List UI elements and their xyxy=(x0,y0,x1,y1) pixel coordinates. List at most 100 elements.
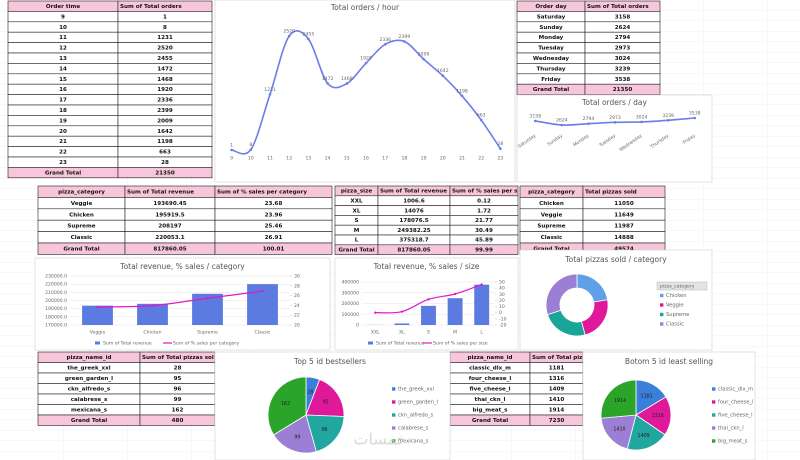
y-tick-label: 170000.0 xyxy=(45,323,67,329)
cell-text: 195919.5 xyxy=(155,212,184,218)
cell-text: 14888 xyxy=(614,235,634,241)
cell-text: 13 xyxy=(59,56,67,62)
data-label: 2009 xyxy=(418,52,430,58)
y-tick-label: 200000.0 xyxy=(45,298,67,304)
legend-swatch xyxy=(712,387,716,391)
cell-text: 21350 xyxy=(155,170,175,176)
legend-label: big_meat_s xyxy=(718,439,748,445)
y-tick-label: 0 xyxy=(356,323,359,329)
slice xyxy=(600,379,637,419)
cell-text: five_cheese_l xyxy=(469,387,510,393)
column-header: Sum of % sales per size xyxy=(452,189,527,195)
chart-title: Total revenue, % sales / size xyxy=(373,262,480,271)
cell-text: 26.91 xyxy=(265,235,283,241)
legend-label: Sum of Total revenue xyxy=(103,341,152,347)
data-label: 28 xyxy=(497,141,503,147)
cell-text: 3538 xyxy=(615,77,631,83)
cell-text: 3158 xyxy=(615,14,631,20)
data-label: 3158 xyxy=(529,113,541,119)
data-label: 1 xyxy=(230,142,233,148)
y-tick-label: 300000 xyxy=(341,290,359,296)
column-header: pizza_size xyxy=(341,189,373,195)
x-tick-label: Classic xyxy=(255,330,271,336)
cell-text: 1409 xyxy=(549,387,565,393)
slice-label: 95 xyxy=(323,400,329,406)
cell-text: 1181 xyxy=(549,366,565,372)
chart-panel xyxy=(516,94,713,183)
data-label: 3538 xyxy=(689,111,701,117)
point xyxy=(261,289,264,293)
cell-text: 23 xyxy=(59,160,67,166)
cell-text: 100.01 xyxy=(263,247,285,253)
point xyxy=(427,298,430,301)
slice xyxy=(305,414,345,453)
point xyxy=(151,304,154,307)
column-header: Sum of Total orders xyxy=(120,4,182,10)
point xyxy=(533,119,537,123)
legend-label: Chicken xyxy=(666,293,687,299)
legend-swatch xyxy=(392,400,396,404)
cell-text: 21.77 xyxy=(475,218,493,224)
x-tick-label: 15 xyxy=(344,156,350,162)
cell-text: four_cheese_l xyxy=(469,376,512,382)
bar xyxy=(474,284,490,325)
legend-swatch xyxy=(712,439,716,443)
x-tick-label: 10 xyxy=(248,156,254,162)
cell-text: Supreme xyxy=(67,224,95,230)
cell-text: 1920 xyxy=(157,87,173,93)
y-tick-label: 400000 xyxy=(341,280,359,286)
slice xyxy=(305,379,345,417)
y-tick-label: 100000 xyxy=(341,312,359,318)
slice-label: 96 xyxy=(321,427,327,433)
cell-text: Grand Total xyxy=(533,247,569,253)
slice-label: 1409 xyxy=(638,433,650,439)
data-label: 1468 xyxy=(341,76,353,82)
data-label: 1472 xyxy=(322,76,334,82)
cell-text: 2455 xyxy=(157,56,173,62)
slice xyxy=(626,414,666,451)
x-tick-label: Veggie xyxy=(90,330,106,336)
cell-text: L xyxy=(355,238,359,244)
point xyxy=(403,40,406,43)
cell-text: 17 xyxy=(59,98,67,104)
data-label: 2399 xyxy=(399,34,411,40)
cell-text: 28 xyxy=(161,160,169,166)
cell-text: 1.72 xyxy=(477,208,491,214)
cell-text: 162 xyxy=(172,408,184,414)
cell-text: 21350 xyxy=(613,87,633,93)
column-header: Sum of Total pizzas sold xyxy=(532,355,608,361)
legend-swatch xyxy=(392,426,396,430)
point xyxy=(479,118,483,122)
cell-text: 23.68 xyxy=(265,201,283,207)
cell-text: 1410 xyxy=(549,397,565,403)
cell-text: big_meat_s xyxy=(473,408,509,414)
legend-label: green_garden_l xyxy=(398,400,438,406)
cell-text: 11649 xyxy=(614,212,634,218)
legend-label: Sum of % sales per category xyxy=(173,341,239,347)
data-label: 8 xyxy=(249,142,252,148)
cell-text: calabrese_s xyxy=(71,397,108,403)
cell-text: Grand Total xyxy=(45,170,81,176)
legend-title-box xyxy=(656,281,708,291)
cell-text: Veggie xyxy=(541,212,563,218)
cell-text: 49574 xyxy=(614,247,634,253)
legend-label: classic_dlx_m xyxy=(718,387,753,393)
point xyxy=(613,121,617,124)
cell-text: mexicana_s xyxy=(71,408,108,414)
data-label: 2520 xyxy=(283,29,295,35)
cell-text: classic_dlx_m xyxy=(469,366,511,372)
legend-label: five_cheese_l xyxy=(718,413,753,419)
legend-label: the_greek_xxl xyxy=(398,387,434,393)
legend-label: thai_ckn_l xyxy=(718,426,744,432)
cell-text: 25.46 xyxy=(265,224,283,230)
chart-title: Top 5 id bestsellers xyxy=(293,357,366,366)
data-label: 1642 xyxy=(437,68,449,74)
y2-tick-label: 50 xyxy=(499,280,505,286)
x-tick-label: 20 xyxy=(440,156,446,162)
cell-text: Chicken xyxy=(539,201,564,207)
point xyxy=(441,74,445,78)
cell-text: 99 xyxy=(174,397,182,403)
y-tick-label: 220000.0 xyxy=(45,282,67,288)
legend-swatch xyxy=(712,413,716,417)
cell-text: 22 xyxy=(59,150,67,156)
